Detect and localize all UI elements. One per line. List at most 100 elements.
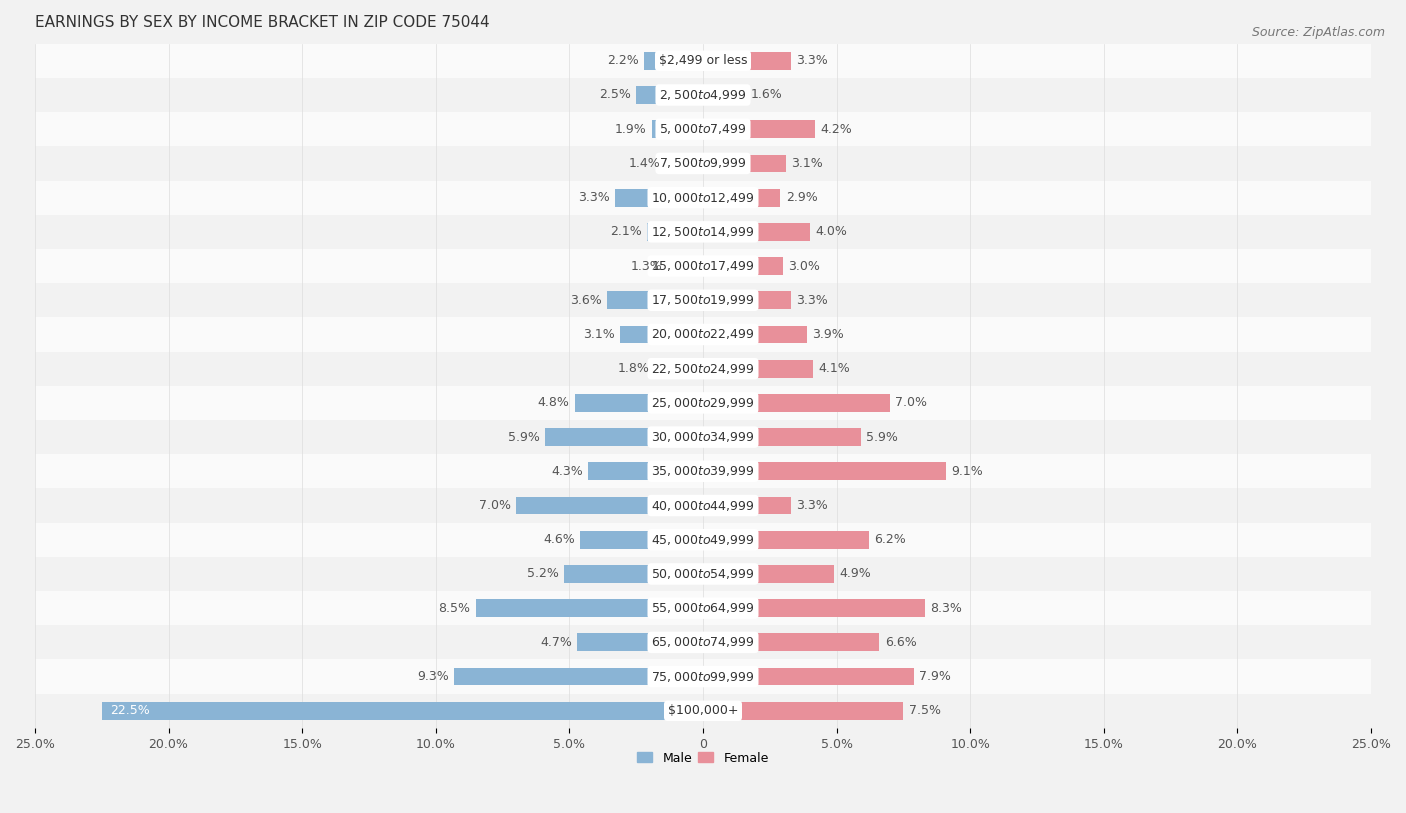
Text: $30,000 to $34,999: $30,000 to $34,999 [651, 430, 755, 444]
Bar [703, 291, 792, 309]
Text: $40,000 to $44,999: $40,000 to $44,999 [651, 498, 755, 512]
Text: 1.9%: 1.9% [616, 123, 647, 136]
Bar [546, 428, 703, 446]
Text: 4.8%: 4.8% [537, 397, 569, 410]
Text: 3.1%: 3.1% [583, 328, 614, 341]
Text: 2.5%: 2.5% [599, 89, 631, 102]
FancyBboxPatch shape [35, 112, 1371, 146]
Bar [516, 497, 703, 515]
Bar [703, 702, 904, 720]
FancyBboxPatch shape [35, 44, 1371, 78]
Text: $50,000 to $54,999: $50,000 to $54,999 [651, 567, 755, 581]
Text: $55,000 to $64,999: $55,000 to $64,999 [651, 601, 755, 615]
Text: 4.1%: 4.1% [818, 362, 849, 375]
Text: Source: ZipAtlas.com: Source: ZipAtlas.com [1251, 26, 1385, 39]
Bar [588, 463, 703, 480]
Bar [703, 120, 815, 138]
Text: 1.3%: 1.3% [631, 259, 662, 272]
Text: 4.2%: 4.2% [821, 123, 852, 136]
FancyBboxPatch shape [35, 386, 1371, 420]
Text: 9.1%: 9.1% [952, 465, 983, 478]
Bar [665, 154, 703, 172]
Bar [607, 291, 703, 309]
Bar [644, 52, 703, 70]
Text: 3.3%: 3.3% [578, 191, 609, 204]
Text: EARNINGS BY SEX BY INCOME BRACKET IN ZIP CODE 75044: EARNINGS BY SEX BY INCOME BRACKET IN ZIP… [35, 15, 489, 30]
FancyBboxPatch shape [35, 591, 1371, 625]
Bar [703, 154, 786, 172]
Bar [703, 428, 860, 446]
Text: 22.5%: 22.5% [110, 704, 149, 717]
Text: 3.1%: 3.1% [792, 157, 823, 170]
FancyBboxPatch shape [35, 557, 1371, 591]
Text: 7.9%: 7.9% [920, 670, 952, 683]
Bar [636, 86, 703, 104]
Bar [652, 120, 703, 138]
Bar [703, 667, 914, 685]
Text: $22,500 to $24,999: $22,500 to $24,999 [651, 362, 755, 376]
Text: $5,000 to $7,499: $5,000 to $7,499 [659, 122, 747, 137]
Text: $45,000 to $49,999: $45,000 to $49,999 [651, 533, 755, 547]
FancyBboxPatch shape [35, 489, 1371, 523]
Text: 3.3%: 3.3% [797, 293, 828, 307]
Text: $10,000 to $12,499: $10,000 to $12,499 [651, 190, 755, 205]
Text: 3.3%: 3.3% [797, 54, 828, 67]
Text: 3.0%: 3.0% [789, 259, 820, 272]
Bar [614, 189, 703, 207]
Text: 7.5%: 7.5% [908, 704, 941, 717]
FancyBboxPatch shape [35, 78, 1371, 112]
Text: 6.6%: 6.6% [884, 636, 917, 649]
Text: $2,499 or less: $2,499 or less [659, 54, 747, 67]
FancyBboxPatch shape [35, 215, 1371, 249]
Bar [703, 394, 890, 412]
Text: 4.9%: 4.9% [839, 567, 872, 580]
Bar [703, 86, 745, 104]
Bar [703, 223, 810, 241]
Bar [575, 394, 703, 412]
FancyBboxPatch shape [35, 523, 1371, 557]
Text: $65,000 to $74,999: $65,000 to $74,999 [651, 636, 755, 650]
Bar [564, 565, 703, 583]
Text: $7,500 to $9,999: $7,500 to $9,999 [659, 156, 747, 171]
FancyBboxPatch shape [35, 146, 1371, 180]
Bar [703, 633, 879, 651]
FancyBboxPatch shape [35, 625, 1371, 659]
Bar [703, 325, 807, 343]
Text: 4.6%: 4.6% [543, 533, 575, 546]
Text: $20,000 to $22,499: $20,000 to $22,499 [651, 328, 755, 341]
Text: 6.2%: 6.2% [875, 533, 905, 546]
Text: 3.3%: 3.3% [797, 499, 828, 512]
Bar [703, 189, 780, 207]
FancyBboxPatch shape [35, 420, 1371, 454]
Text: 2.1%: 2.1% [610, 225, 641, 238]
Bar [647, 223, 703, 241]
Text: $15,000 to $17,499: $15,000 to $17,499 [651, 259, 755, 273]
Bar [101, 702, 703, 720]
Text: 4.0%: 4.0% [815, 225, 846, 238]
Text: 5.9%: 5.9% [866, 431, 898, 444]
Bar [581, 531, 703, 549]
Bar [703, 531, 869, 549]
FancyBboxPatch shape [35, 249, 1371, 283]
Text: 8.3%: 8.3% [931, 602, 962, 615]
Text: 3.9%: 3.9% [813, 328, 845, 341]
FancyBboxPatch shape [35, 693, 1371, 728]
Text: $75,000 to $99,999: $75,000 to $99,999 [651, 670, 755, 684]
Text: 2.9%: 2.9% [786, 191, 818, 204]
Text: $12,500 to $14,999: $12,500 to $14,999 [651, 225, 755, 239]
Legend: Male, Female: Male, Female [633, 746, 773, 770]
Text: 7.0%: 7.0% [896, 397, 928, 410]
Text: 1.6%: 1.6% [751, 89, 783, 102]
Text: 1.4%: 1.4% [628, 157, 661, 170]
FancyBboxPatch shape [35, 454, 1371, 489]
Text: $35,000 to $39,999: $35,000 to $39,999 [651, 464, 755, 478]
Text: 8.5%: 8.5% [439, 602, 471, 615]
Text: 1.8%: 1.8% [617, 362, 650, 375]
Bar [475, 599, 703, 617]
Bar [620, 325, 703, 343]
FancyBboxPatch shape [35, 283, 1371, 317]
Bar [703, 52, 792, 70]
Text: $2,500 to $4,999: $2,500 to $4,999 [659, 88, 747, 102]
Text: 9.3%: 9.3% [418, 670, 449, 683]
FancyBboxPatch shape [35, 659, 1371, 693]
